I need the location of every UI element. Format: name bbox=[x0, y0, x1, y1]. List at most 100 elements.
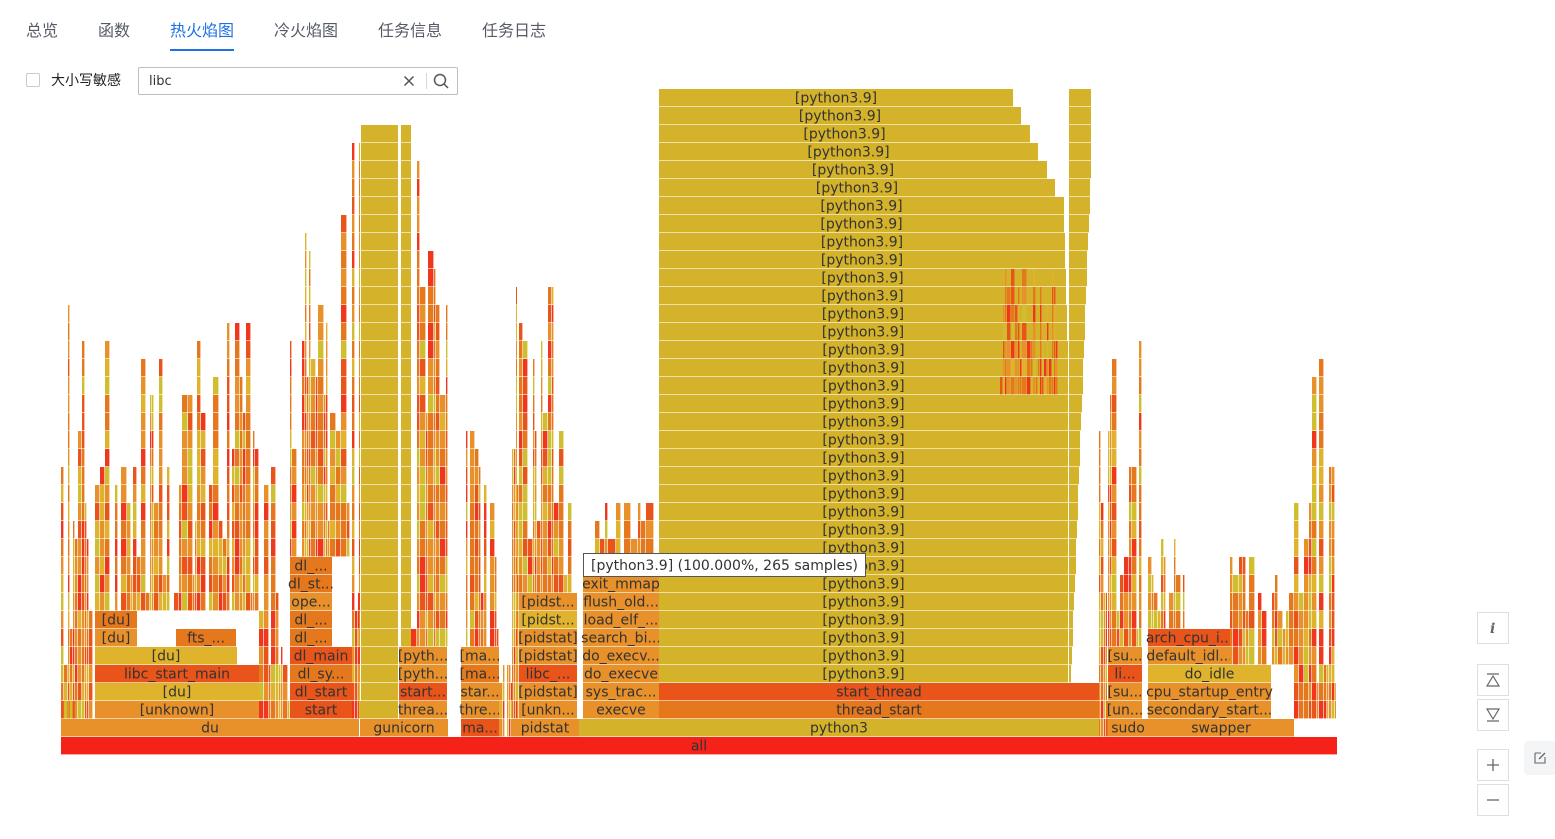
flame-frame[interactable] bbox=[146, 593, 150, 611]
flame-frame[interactable] bbox=[361, 449, 398, 467]
flame-frame[interactable] bbox=[82, 467, 85, 485]
flame-frame[interactable] bbox=[1003, 323, 1005, 341]
flame-frame[interactable] bbox=[361, 485, 398, 503]
flame-frame[interactable] bbox=[1018, 287, 1020, 305]
flame-frame[interactable] bbox=[1249, 629, 1255, 647]
flame-frame[interactable] bbox=[1101, 665, 1104, 683]
flame-frame-python39[interactable]: [python3.9] bbox=[659, 305, 1067, 323]
flame-frame[interactable] bbox=[361, 665, 398, 683]
flame-frame[interactable] bbox=[213, 449, 219, 467]
flame-frame[interactable] bbox=[179, 485, 182, 503]
flame-frame[interactable] bbox=[159, 431, 163, 449]
flame-frame[interactable] bbox=[311, 539, 316, 557]
flame-frame[interactable] bbox=[490, 557, 495, 575]
flame-frame[interactable] bbox=[434, 341, 436, 359]
flame-frame[interactable] bbox=[152, 539, 154, 557]
flame-frame[interactable] bbox=[1169, 593, 1174, 611]
flame-frame[interactable] bbox=[523, 467, 528, 485]
flame-frame[interactable] bbox=[440, 539, 446, 557]
flame-frame[interactable] bbox=[73, 665, 75, 683]
flame-frame[interactable] bbox=[1233, 629, 1239, 647]
flame-frame[interactable] bbox=[1101, 647, 1104, 665]
flame-frame-pidstat[interactable]: pidstat bbox=[511, 719, 579, 737]
flame-frame[interactable] bbox=[1104, 701, 1106, 719]
flame-frame[interactable] bbox=[105, 539, 110, 557]
flame-frame[interactable] bbox=[1327, 701, 1329, 719]
flame-frame[interactable] bbox=[330, 503, 336, 521]
flame-frame[interactable] bbox=[436, 629, 440, 647]
flame-frame[interactable] bbox=[1139, 359, 1142, 377]
flame-frame[interactable] bbox=[154, 539, 159, 557]
flame-frame[interactable] bbox=[307, 377, 309, 395]
flame-frame[interactable] bbox=[279, 665, 281, 683]
flame-frame[interactable] bbox=[141, 575, 146, 593]
flame-frame[interactable] bbox=[1309, 521, 1312, 539]
flame-frame[interactable] bbox=[100, 575, 105, 593]
flame-frame[interactable] bbox=[227, 539, 230, 557]
expand-to-bottom-button[interactable] bbox=[1477, 699, 1509, 731]
flame-frame[interactable] bbox=[359, 539, 360, 557]
flame-frame[interactable] bbox=[292, 467, 297, 485]
flame-frame[interactable] bbox=[100, 593, 105, 611]
flame-frame[interactable] bbox=[1040, 287, 1042, 305]
flame-frame[interactable] bbox=[1243, 647, 1246, 665]
flame-frame-python39[interactable]: [python3.9] bbox=[659, 431, 1068, 449]
flame-frame[interactable] bbox=[75, 665, 78, 683]
flame-frame[interactable] bbox=[516, 305, 517, 323]
flame-frame[interactable] bbox=[646, 539, 654, 557]
flame-frame[interactable] bbox=[150, 395, 152, 413]
flame-frame[interactable] bbox=[290, 521, 292, 539]
flame-frame[interactable] bbox=[426, 575, 428, 593]
flame-frame[interactable] bbox=[1069, 287, 1086, 305]
flame-frame[interactable] bbox=[434, 611, 436, 629]
flame-frame[interactable] bbox=[436, 575, 440, 593]
flame-frame[interactable] bbox=[1132, 629, 1137, 647]
flame-frame[interactable] bbox=[1106, 611, 1107, 629]
flame-frame[interactable] bbox=[1129, 593, 1132, 611]
flame-frame[interactable] bbox=[595, 539, 600, 557]
flame-frame-do-execv[interactable]: do_execv... bbox=[582, 647, 660, 665]
flame-frame[interactable] bbox=[1110, 629, 1112, 647]
flame-frame[interactable] bbox=[352, 593, 355, 611]
flame-frame[interactable] bbox=[246, 377, 251, 395]
flame-frame[interactable] bbox=[519, 539, 523, 557]
flame-frame[interactable] bbox=[1108, 557, 1110, 575]
flame-frame[interactable] bbox=[1003, 305, 1005, 323]
flame-frame[interactable] bbox=[479, 503, 481, 521]
flame-frame[interactable] bbox=[73, 629, 75, 647]
flame-frame[interactable] bbox=[428, 575, 434, 593]
flame-frame[interactable] bbox=[240, 413, 243, 431]
flame-frame[interactable] bbox=[514, 593, 516, 611]
flame-frame[interactable] bbox=[318, 485, 324, 503]
tab-task-log[interactable]: 任务日志 bbox=[482, 21, 547, 40]
flame-frame[interactable] bbox=[89, 647, 93, 665]
flame-frame[interactable] bbox=[1139, 395, 1142, 413]
flame-frame[interactable] bbox=[316, 503, 318, 521]
flame-frame[interactable] bbox=[1294, 647, 1299, 665]
flame-frame[interactable] bbox=[1319, 539, 1324, 557]
flame-frame[interactable] bbox=[1069, 125, 1091, 143]
flame-frame[interactable] bbox=[264, 539, 269, 557]
flame-frame[interactable] bbox=[446, 431, 448, 449]
flame-frame-dl[interactable]: dl_... bbox=[290, 611, 332, 629]
flame-frame[interactable] bbox=[519, 503, 523, 521]
flame-frame[interactable] bbox=[428, 431, 434, 449]
flame-frame[interactable] bbox=[195, 539, 197, 557]
flame-frame[interactable] bbox=[61, 467, 64, 485]
flame-frame[interactable] bbox=[1332, 575, 1335, 593]
flame-frame[interactable] bbox=[401, 395, 411, 413]
flame-frame[interactable] bbox=[159, 413, 163, 431]
flame-frame[interactable] bbox=[517, 557, 519, 575]
flame-frame[interactable] bbox=[150, 467, 152, 485]
flame-frame[interactable] bbox=[417, 467, 420, 485]
flame-frame[interactable] bbox=[307, 413, 309, 431]
flame-frame[interactable] bbox=[1117, 611, 1120, 629]
flame-frame[interactable] bbox=[517, 665, 519, 683]
flame-frame[interactable] bbox=[1183, 593, 1185, 611]
flame-frame[interactable] bbox=[401, 539, 411, 557]
flame-frame[interactable] bbox=[352, 449, 355, 467]
flame-frame[interactable] bbox=[1099, 611, 1101, 629]
flame-frame[interactable] bbox=[316, 485, 318, 503]
flame-frame-python39[interactable]: [python3.9] bbox=[659, 395, 1068, 413]
flame-frame[interactable] bbox=[1011, 377, 1015, 395]
